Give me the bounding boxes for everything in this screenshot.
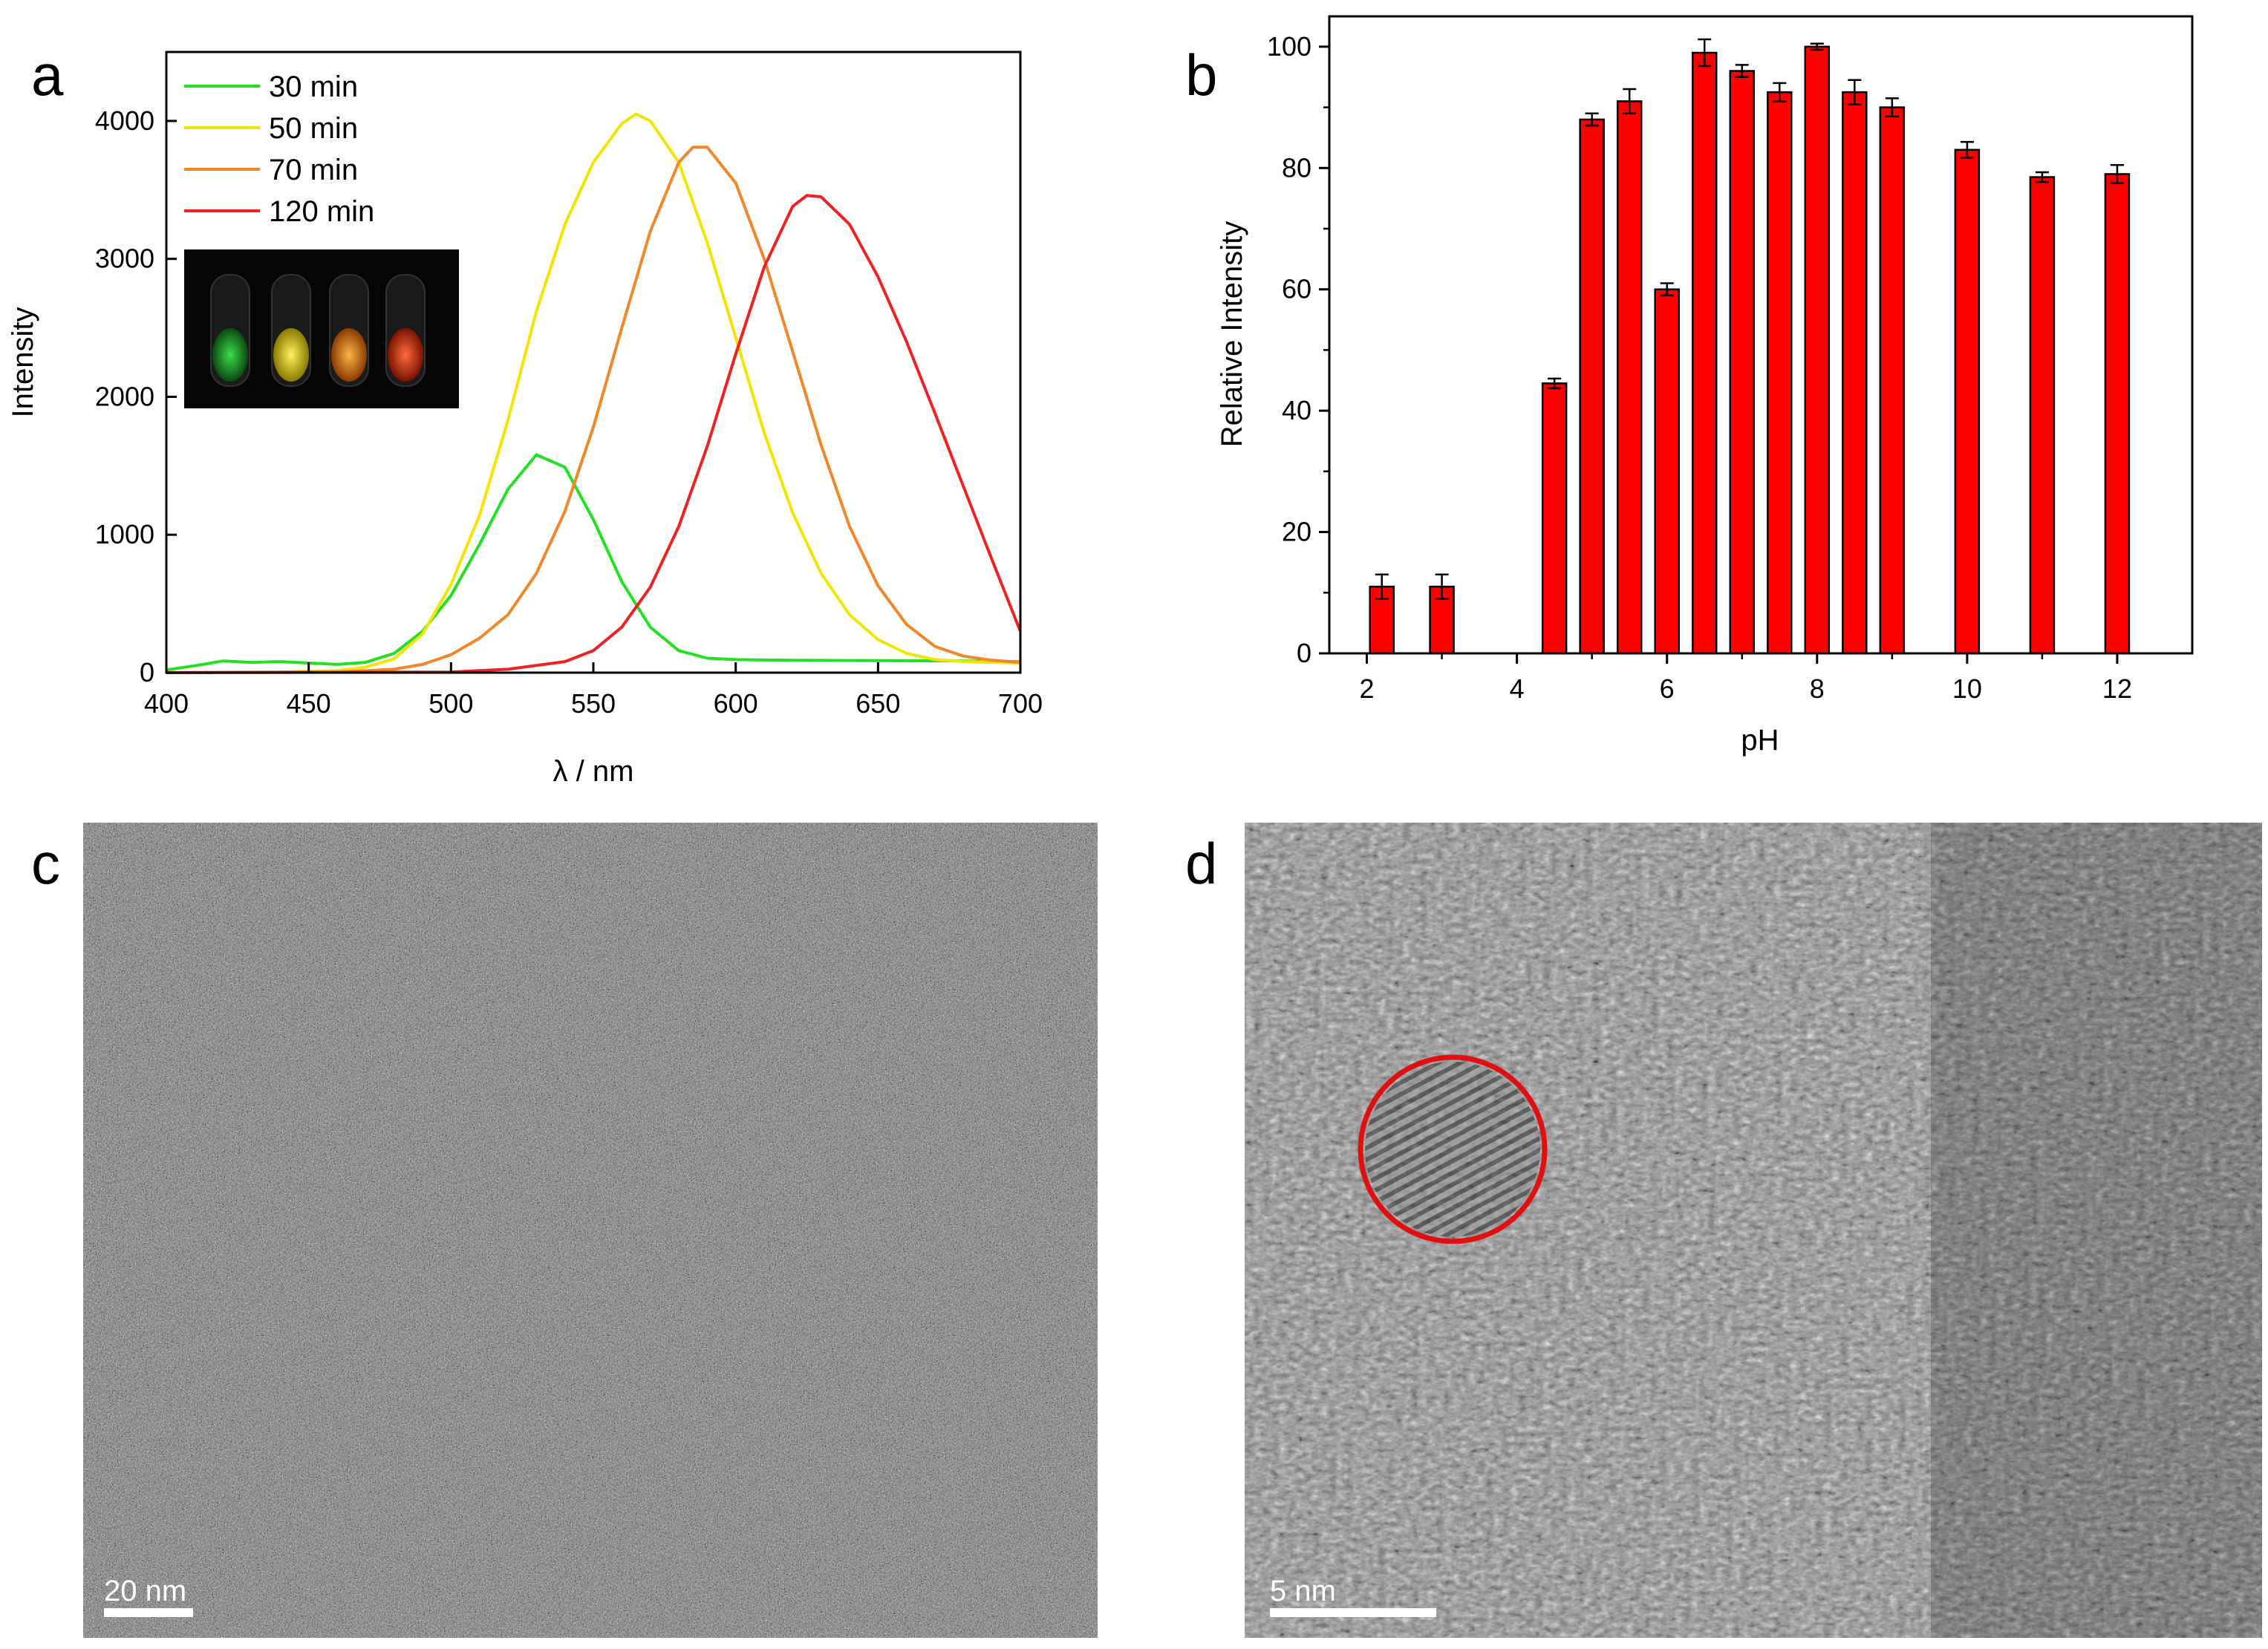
y-tick-label: 40 <box>1282 395 1311 425</box>
bar-ph-7.5 <box>1767 91 1793 655</box>
x-tick-label: 10 <box>1952 673 1982 704</box>
emission-legend: 30 min 50 min 70 min 120 min <box>184 71 374 228</box>
legend-label: 30 min <box>269 71 358 103</box>
legend-label: 50 min <box>269 112 358 145</box>
y-tick-label: 0 <box>1297 638 1311 668</box>
x-tick-label: 600 <box>714 688 758 719</box>
vial-glow <box>388 328 423 382</box>
vial-photo-inset <box>184 249 459 408</box>
emission-spectra-chart: 400 450 500 550 600 650 700 01000200030004000 … <box>7 50 1043 788</box>
bar-ph-4.5 <box>1541 382 1568 655</box>
y-tick-label: 20 <box>1282 517 1311 547</box>
tem-micrograph-low-mag: 20 nm <box>83 823 1098 1638</box>
y-tick-label: 2000 <box>95 381 154 411</box>
ph-y-axis: 0 20 40 60 80 100 <box>1267 31 1329 668</box>
ph-stability-plot-area <box>1369 38 2131 655</box>
bar-ph-10 <box>1954 148 1981 655</box>
bar-ph-8.5 <box>1842 91 1868 655</box>
panel-label-d: d <box>1185 831 1217 896</box>
nanoparticle-highlight-circle <box>1358 1054 1548 1244</box>
x-tick-label: 700 <box>998 688 1043 719</box>
hrtem-micrograph: 5 nm <box>1245 823 2262 1638</box>
x-tick-label: 650 <box>856 688 900 719</box>
x-tick-label: 4 <box>1510 673 1525 704</box>
emission-x-axis-label: λ / nm <box>553 755 634 788</box>
bar-ph-12 <box>2104 173 2131 655</box>
x-tick-label: 6 <box>1660 673 1675 704</box>
bar-ph-6.5 <box>1691 51 1718 655</box>
emission-y-axis: 0 1000 2000 3000 4000 <box>95 105 177 688</box>
bar-ph-6 <box>1654 288 1680 655</box>
y-tick-label: 4000 <box>95 105 154 136</box>
bar-ph-5.5 <box>1616 100 1643 655</box>
panel-label-b: b <box>1185 42 1217 108</box>
bar-ph-9 <box>1879 106 1906 655</box>
ph-x-axis: 2 4 6 8 10 12 <box>1360 653 2132 704</box>
y-tick-label: 60 <box>1282 274 1311 304</box>
ph-stability-frame <box>1328 15 2194 655</box>
y-tick-label: 100 <box>1267 31 1311 62</box>
bar-ph-5 <box>1579 118 1605 655</box>
ph-y-axis-label: Relative Intensity <box>1216 221 1248 448</box>
ph-stability-chart: 2 4 6 8 10 12 0 20 40 60 80 100 pH Relative Intens… <box>1216 15 2194 757</box>
panel-label-c: c <box>31 831 60 896</box>
emission-x-axis: 400 450 500 550 600 650 700 <box>144 662 1043 719</box>
lattice-fringes <box>1365 1062 1540 1237</box>
x-tick-label: 500 <box>428 688 473 719</box>
scale-bar-d <box>1270 1608 1436 1617</box>
y-tick-label: 1000 <box>95 519 154 549</box>
scale-bar-c <box>104 1608 193 1617</box>
series-line-50-min <box>166 112 1021 674</box>
vial-glow <box>331 328 367 382</box>
series-line-70-min <box>166 146 1021 674</box>
legend-label: 70 min <box>269 154 358 186</box>
vial-glow <box>273 328 309 382</box>
scale-bar-d-label: 5 nm <box>1270 1575 1336 1607</box>
series-line-120-min <box>166 194 1022 674</box>
x-tick-label: 12 <box>2102 673 2132 704</box>
y-tick-label: 0 <box>140 657 154 688</box>
vial-glow <box>212 328 248 382</box>
legend-label: 120 min <box>269 195 374 228</box>
bar-ph-8 <box>1804 45 1831 655</box>
x-tick-label: 450 <box>287 688 331 719</box>
panel-label-a: a <box>31 42 64 108</box>
y-tick-label: 3000 <box>95 244 154 274</box>
x-tick-label: 8 <box>1810 673 1825 704</box>
series-line-30-min <box>166 453 1021 672</box>
x-tick-label: 550 <box>571 688 616 719</box>
scale-bar-c-label: 20 nm <box>104 1575 186 1607</box>
micrograph-c-texture <box>83 823 1098 1638</box>
bar-ph-7 <box>1729 70 1755 655</box>
ph-x-axis-label: pH <box>1741 724 1779 757</box>
x-tick-label: 400 <box>144 688 189 719</box>
bar-ph-11 <box>2029 176 2056 655</box>
emission-y-axis-label: Intensity <box>7 307 39 418</box>
x-tick-label: 2 <box>1360 673 1375 704</box>
emission-spectra-plot-area <box>166 112 1022 674</box>
y-tick-label: 80 <box>1282 152 1311 183</box>
